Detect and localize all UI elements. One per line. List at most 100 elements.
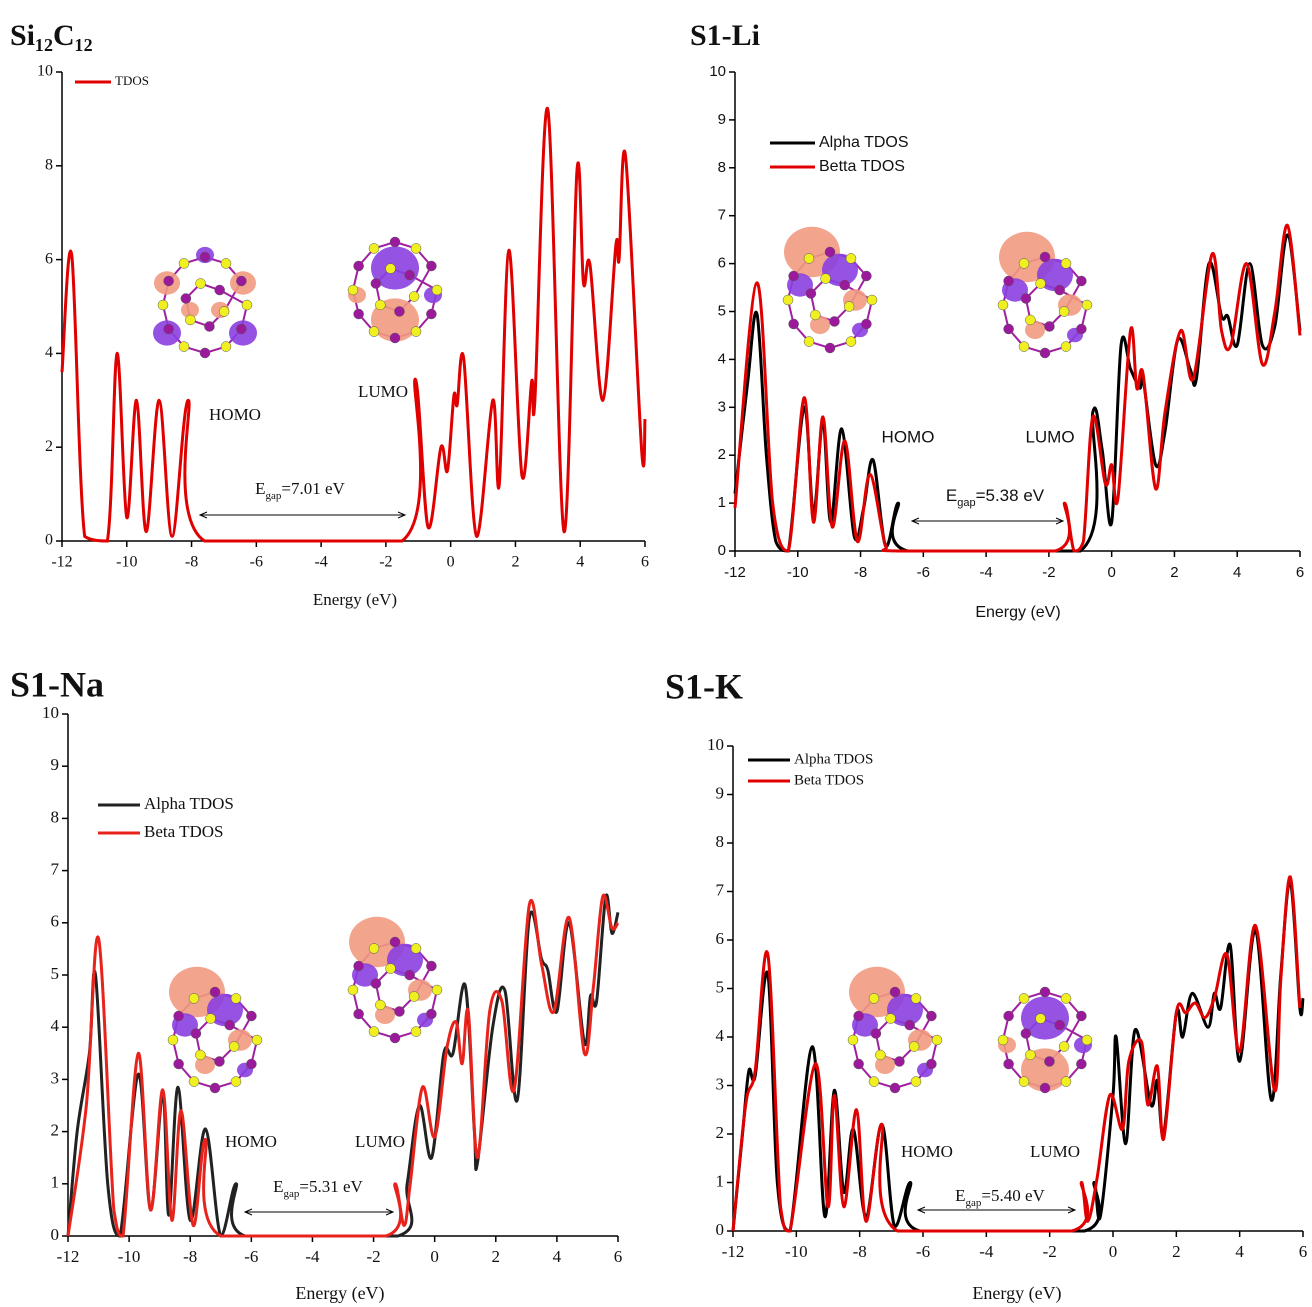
atom xyxy=(236,275,247,287)
legend-label: Alpha TDOS xyxy=(819,134,909,151)
panel-title: S1-Li xyxy=(690,19,760,52)
orbital-lobe xyxy=(181,301,199,319)
atom xyxy=(931,1034,943,1046)
legend-label: TDOS xyxy=(115,73,149,88)
atom xyxy=(1076,275,1087,287)
y-tick-label: 2 xyxy=(718,446,726,463)
x-tick-label: 4 xyxy=(1233,564,1241,581)
gap-value: =5.31 eV xyxy=(299,1177,363,1196)
y-tick-label: 2 xyxy=(51,1121,60,1140)
atom xyxy=(214,284,225,296)
x-tick-label: -2 xyxy=(366,1247,380,1266)
arrow-head xyxy=(198,511,407,519)
atom xyxy=(926,1058,937,1070)
atom xyxy=(889,1082,901,1094)
atom xyxy=(997,299,1009,311)
atom xyxy=(1060,258,1072,269)
atom xyxy=(431,284,443,296)
atom xyxy=(347,284,359,296)
atom xyxy=(385,963,396,974)
gap-subscript: gap xyxy=(966,1197,982,1209)
x-tick-label: 2 xyxy=(1172,1242,1181,1261)
x-tick-label: -6 xyxy=(917,564,930,581)
orbital-lobe xyxy=(875,1056,895,1074)
orbital-lobe xyxy=(810,316,830,334)
atom xyxy=(1020,1028,1032,1039)
y-tick-label: 4 xyxy=(45,344,53,361)
legend-label: Alpha TDOS xyxy=(144,794,234,813)
atom xyxy=(410,243,422,254)
lumo-label: LUMO xyxy=(358,382,408,401)
atom xyxy=(353,960,364,972)
x-tick-label: -6 xyxy=(244,1247,258,1266)
gap-symbol: E xyxy=(946,486,957,505)
atom xyxy=(1058,306,1070,317)
atom xyxy=(236,323,247,335)
atom xyxy=(353,1008,364,1020)
gap-label: Egap=5.40 eV xyxy=(955,1186,1045,1209)
atom xyxy=(866,294,878,306)
atom xyxy=(431,984,443,996)
atom xyxy=(220,258,232,269)
atom xyxy=(868,1076,880,1087)
y-tick-label: 0 xyxy=(718,542,726,559)
lumo-label: LUMO xyxy=(1025,427,1074,446)
atom xyxy=(908,1041,920,1052)
gap-value: =5.38 eV xyxy=(976,486,1045,505)
atom xyxy=(370,978,382,989)
y-tick-label: 0 xyxy=(51,1225,60,1244)
atom xyxy=(204,321,215,332)
atom xyxy=(1076,1010,1087,1022)
x-axis-label: Energy (eV) xyxy=(975,604,1060,621)
y-tick-label: 0 xyxy=(716,1220,725,1239)
atom xyxy=(389,1032,401,1044)
atom xyxy=(1018,1076,1030,1087)
gap-subscript: gap xyxy=(284,1188,300,1200)
gap-label: Egap=5.31 eV xyxy=(273,1177,363,1200)
atom xyxy=(1076,1058,1087,1070)
atom xyxy=(180,293,192,304)
x-tick-label: 4 xyxy=(576,554,584,571)
atom xyxy=(188,1076,200,1087)
atom xyxy=(251,1034,263,1046)
y-tick-label: 7 xyxy=(718,207,726,224)
y-tick-label: 4 xyxy=(51,1016,60,1035)
lumo-label: LUMO xyxy=(1030,1142,1080,1161)
atom xyxy=(889,986,901,998)
atom xyxy=(904,1019,915,1031)
atom xyxy=(1044,1056,1055,1067)
atom xyxy=(782,294,794,306)
atom xyxy=(347,984,359,996)
atom xyxy=(394,306,405,317)
x-tick-label: 0 xyxy=(1109,1242,1118,1261)
atom xyxy=(1039,251,1051,263)
atom xyxy=(408,991,420,1002)
x-tick-label: 2 xyxy=(1170,564,1178,581)
atom xyxy=(1018,993,1030,1004)
x-tick-label: 0 xyxy=(447,554,455,571)
atom xyxy=(368,326,380,337)
gap-label: Egap=5.38 eV xyxy=(946,486,1045,508)
y-tick-label: 8 xyxy=(718,159,726,176)
x-tick-label: -10 xyxy=(785,1242,808,1261)
y-tick-label: 10 xyxy=(42,703,59,722)
atom xyxy=(1003,275,1014,287)
arrow-head xyxy=(910,517,1065,525)
y-tick-label: 5 xyxy=(718,302,726,319)
y-tick-label: 6 xyxy=(716,929,725,948)
panel-title: S1-K xyxy=(665,666,743,706)
atom xyxy=(1039,1082,1051,1094)
x-tick-label: -4 xyxy=(979,564,992,581)
atom xyxy=(1035,278,1046,289)
panel: S1-Li 0 1 2 3 4 5 6 7 8 9 10 -12 -10 -8 -6 -4 -2 0 2 4 6 Energ… xyxy=(690,19,1304,621)
y-tick-label: 5 xyxy=(51,964,60,983)
atom xyxy=(1044,321,1055,332)
orbital-lobe xyxy=(375,1006,395,1024)
x-axis-label: Energy (eV) xyxy=(295,1283,384,1304)
x-tick-label: -10 xyxy=(116,554,137,571)
atom xyxy=(1018,258,1030,269)
gap-symbol: E xyxy=(955,1186,965,1205)
y-tick-label: 6 xyxy=(51,912,60,931)
atom xyxy=(853,1010,864,1022)
